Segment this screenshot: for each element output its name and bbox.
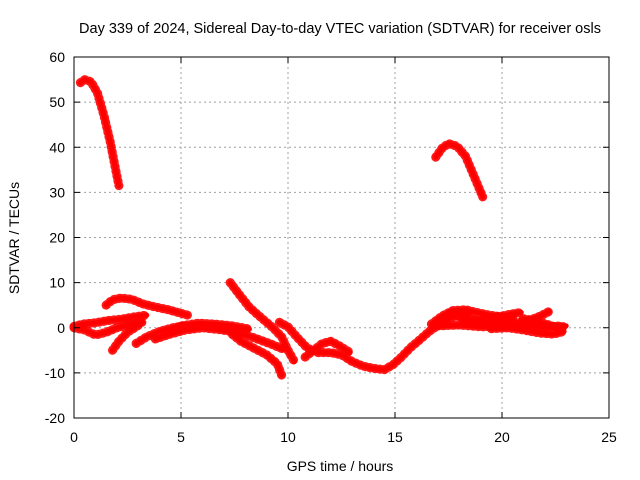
y-tick-label: 30 bbox=[49, 184, 65, 200]
y-tick-labels: -20 -10 0 10 20 30 40 50 60 bbox=[45, 49, 65, 426]
y-axis-label: SDTVAR / TECUs bbox=[6, 182, 22, 294]
x-tick-labels: 0 5 10 15 20 25 bbox=[70, 429, 617, 445]
x-tick-label: 10 bbox=[280, 429, 296, 445]
y-tick-label: 60 bbox=[49, 49, 65, 65]
x-tick-label: 5 bbox=[177, 429, 185, 445]
series-track-11-markers bbox=[227, 330, 287, 380]
x-tick-label: 0 bbox=[70, 429, 78, 445]
tick-marks bbox=[73, 56, 610, 419]
x-tick-label: 25 bbox=[601, 429, 617, 445]
series-track-19-markers bbox=[518, 314, 571, 333]
series-track-4-markers bbox=[69, 310, 152, 331]
series-track-18-markers bbox=[486, 323, 569, 339]
series-track-2-markers bbox=[431, 139, 488, 202]
series-track-3-markers bbox=[101, 293, 192, 320]
x-tick-label: 20 bbox=[494, 429, 510, 445]
x-axis-label: GPS time / hours bbox=[287, 458, 394, 474]
y-tick-label: 50 bbox=[49, 94, 65, 110]
y-tick-label: -20 bbox=[45, 410, 65, 426]
series-track-16-markers bbox=[459, 307, 526, 325]
series-layer bbox=[69, 75, 571, 380]
y-tick-label: 20 bbox=[49, 230, 65, 246]
y-tick-label: -10 bbox=[45, 365, 65, 381]
series-track-9-markers bbox=[163, 318, 254, 337]
y-tick-label: 40 bbox=[49, 139, 65, 155]
y-tick-label: 10 bbox=[49, 275, 65, 291]
series-track-1-markers bbox=[75, 75, 124, 191]
series-track-5-markers bbox=[69, 317, 147, 340]
grid-lines bbox=[74, 57, 609, 418]
y-tick-label: 0 bbox=[57, 320, 65, 336]
x-tick-label: 15 bbox=[387, 429, 403, 445]
chart-title: Day 339 of 2024, Sidereal Day-to-day VTE… bbox=[79, 21, 601, 37]
series-track-6-markers bbox=[108, 321, 143, 355]
series-track-10-markers bbox=[225, 278, 299, 367]
series-track-13-markers bbox=[300, 336, 355, 362]
